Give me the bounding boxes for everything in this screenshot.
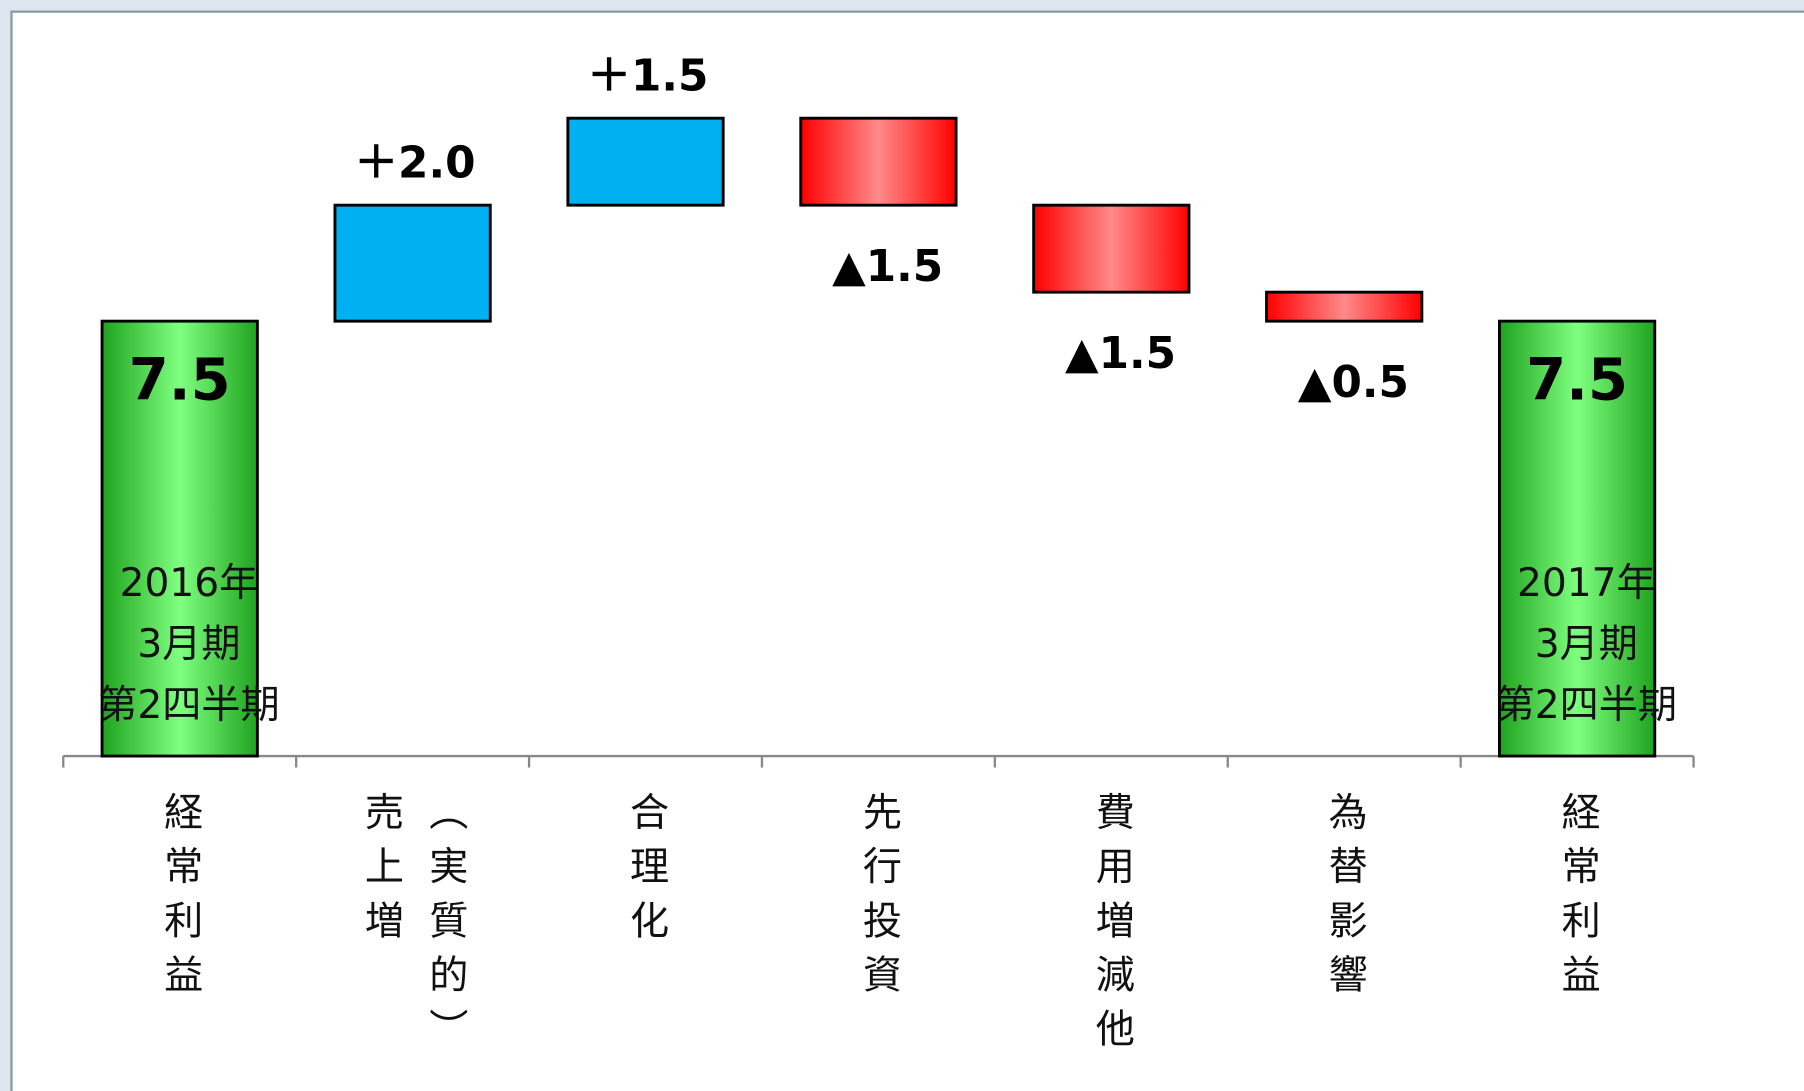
bar — [333, 203, 492, 323]
x-tick-label: 経常利益 — [1554, 791, 1601, 1009]
x-tick-label: 費用増減他 — [1088, 791, 1135, 1063]
x-tick-label-box: 費用増減他 — [1008, 792, 1215, 1085]
x-tick-label-wrap: 売上増（実質的） — [309, 792, 516, 1085]
data-label: ▲0.5 — [1298, 357, 1409, 408]
x-tick-label: 先行投資 — [855, 791, 902, 1009]
bar-note: 第2四半期 — [1496, 683, 1677, 728]
x-tick-label-box: 経常利益 — [1474, 792, 1681, 1085]
x-tick-label-wrap: 経常利益 — [76, 792, 283, 1085]
bar-note: 3月期 — [137, 622, 240, 667]
bar-note: 3月期 — [1535, 622, 1638, 667]
bar — [100, 319, 259, 758]
bar — [1032, 203, 1191, 294]
data-label: ＋2.0 — [354, 138, 475, 189]
x-tick-label: 為替影響 — [1321, 791, 1368, 1009]
x-tick-label: 合理化 — [622, 791, 669, 954]
x-tick-label: 売上増（実質的） — [357, 791, 468, 1063]
x-tick-label-box: 為替影響 — [1241, 792, 1448, 1085]
bar-note: 2016年 — [120, 561, 259, 606]
bar-note: 第2四半期 — [98, 683, 279, 728]
x-tick-label-wrap: 費用増減他 — [1008, 792, 1215, 1085]
x-tick-label-box: 売上増（実質的） — [309, 792, 516, 1085]
data-label: 7.5 — [1526, 346, 1628, 413]
data-label: 7.5 — [129, 346, 231, 413]
bar — [799, 116, 958, 207]
bar — [566, 116, 725, 207]
data-label: ▲1.5 — [832, 241, 943, 292]
x-tick-label-wrap: 経常利益 — [1474, 792, 1681, 1085]
x-tick-label-box: 先行投資 — [775, 792, 982, 1085]
bar-note: 2017年 — [1517, 561, 1656, 606]
x-tick-label: 経常利益 — [156, 791, 203, 1009]
x-tick-label-wrap: 合理化 — [542, 792, 749, 1085]
x-tick-label-box: 合理化 — [542, 792, 749, 1085]
x-tick-label-box: 経常利益 — [76, 792, 283, 1085]
x-tick-label-wrap: 先行投資 — [775, 792, 982, 1085]
data-label: ▲1.5 — [1065, 328, 1176, 379]
bar — [1498, 319, 1657, 758]
data-label: ＋1.5 — [587, 51, 708, 102]
bar — [1265, 290, 1424, 323]
x-tick-label-wrap: 為替影響 — [1241, 792, 1448, 1085]
